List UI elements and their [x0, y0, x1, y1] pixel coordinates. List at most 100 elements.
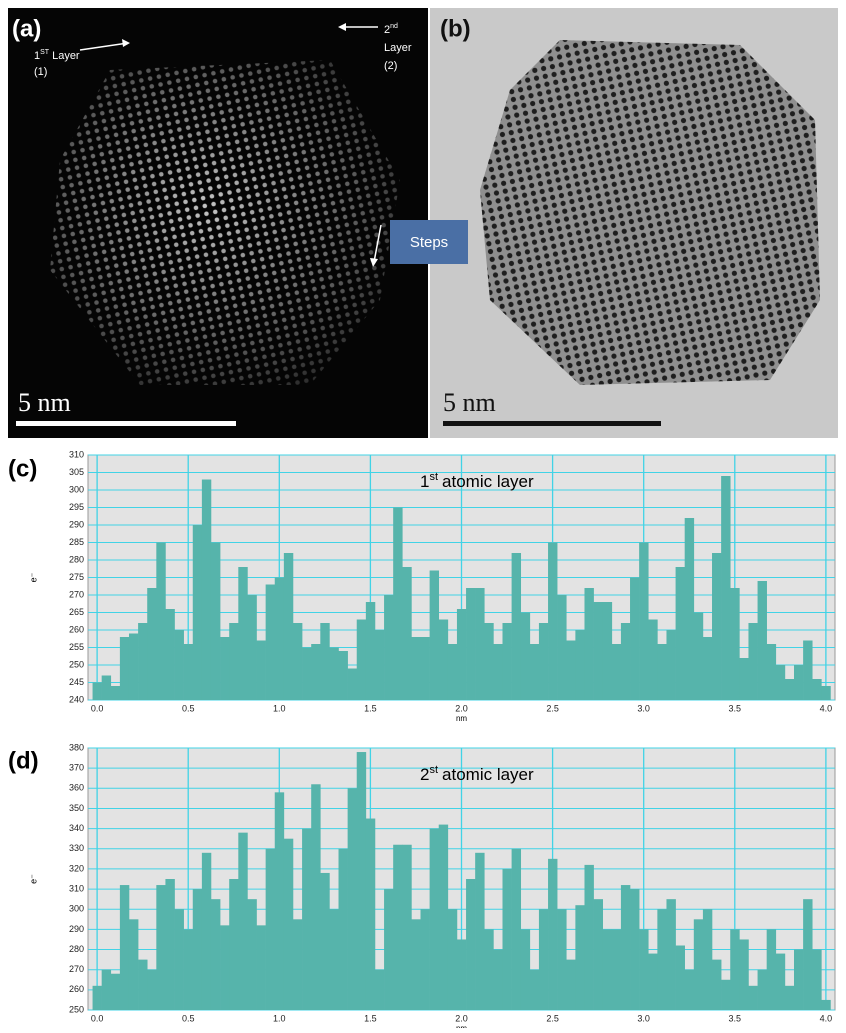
bar [292, 919, 303, 1010]
bar [393, 844, 403, 1010]
x-tick-label: 1.0 [273, 703, 286, 713]
bar [775, 953, 786, 1010]
bar [183, 644, 194, 700]
bar [411, 919, 421, 1010]
panel-label: (d) [8, 747, 39, 774]
bar [557, 909, 567, 1010]
y-tick-label: 310 [69, 449, 84, 459]
bar [384, 889, 394, 1010]
bar [620, 885, 631, 1010]
x-tick-label: 1.0 [273, 1013, 286, 1023]
bar [247, 595, 257, 700]
x-tick-label: 4.0 [820, 1013, 833, 1023]
arrow-head [122, 39, 130, 47]
steps-box [390, 220, 468, 264]
bar [247, 899, 257, 1010]
bar [548, 542, 558, 700]
x-tick-label: 4.0 [820, 703, 833, 713]
bar [356, 752, 367, 1010]
y-tick-label: 280 [69, 944, 84, 954]
title-sup: st [429, 764, 438, 776]
bar [229, 879, 239, 1010]
bar [493, 644, 503, 700]
bar [320, 872, 330, 1010]
bar [784, 679, 795, 700]
bar [128, 633, 139, 700]
bar [220, 925, 230, 1010]
bar [229, 623, 239, 700]
bar [493, 949, 503, 1010]
bar [420, 909, 430, 1010]
bar [466, 588, 476, 700]
bar [784, 985, 795, 1010]
bar [675, 567, 685, 700]
steps-label: Steps [410, 234, 448, 251]
bar [119, 637, 130, 700]
bar [311, 784, 321, 1010]
y-tick-label: 255 [69, 642, 84, 652]
layer2-label: 2nd [384, 23, 398, 36]
bar [803, 640, 813, 700]
bar [538, 623, 549, 700]
y-tick-label: 300 [69, 904, 84, 914]
bar [320, 623, 330, 700]
x-tick-label: 3.0 [637, 703, 650, 713]
layer2-index: (2) [384, 60, 397, 72]
bar [739, 658, 749, 700]
bar [593, 602, 604, 700]
bar [721, 979, 731, 1010]
scale-bar [16, 421, 236, 426]
bar [620, 623, 631, 700]
bar [201, 852, 212, 1010]
x-axis-label: nm [456, 714, 467, 723]
panel-label: (c) [8, 455, 37, 482]
bar [201, 479, 212, 700]
bar [110, 973, 121, 1010]
bar [702, 909, 713, 1010]
bar [484, 929, 494, 1010]
bar [220, 637, 230, 700]
bar [502, 623, 512, 700]
bar [630, 577, 640, 700]
title-sup: st [429, 471, 438, 483]
bar [456, 939, 467, 1010]
bar [775, 665, 786, 700]
y-tick-label: 270 [69, 589, 84, 599]
bar [511, 848, 522, 1010]
bar [356, 619, 367, 700]
scale-bar [443, 421, 661, 426]
bar [748, 623, 758, 700]
bar [238, 567, 248, 700]
bar [393, 507, 403, 700]
bar [438, 824, 449, 1010]
bar [256, 925, 266, 1010]
y-tick-label: 280 [69, 554, 84, 564]
y-tick-label: 350 [69, 803, 84, 813]
x-tick-label: 1.5 [364, 1013, 377, 1023]
x-axis-label: nm [456, 1024, 467, 1028]
bar [274, 577, 285, 700]
x-tick-label: 3.5 [729, 703, 742, 713]
y-tick-label: 370 [69, 763, 84, 773]
scale-label: 5 nm [443, 388, 496, 417]
arrow [373, 224, 382, 263]
y-tick-label: 290 [69, 519, 84, 529]
layer1-label: 1ST Layer [34, 49, 80, 62]
bar [529, 644, 540, 700]
bar [165, 879, 175, 1010]
bar [766, 644, 777, 700]
bar [566, 640, 576, 700]
panel-label: (a) [12, 15, 41, 42]
bar [101, 969, 112, 1010]
bar [675, 945, 685, 1010]
bar [475, 852, 485, 1010]
bar [210, 542, 221, 700]
bar [238, 832, 248, 1010]
bar [283, 553, 294, 700]
bar [110, 686, 121, 700]
layer1-index: (1) [34, 66, 47, 78]
bar [575, 905, 585, 1010]
bar [566, 959, 576, 1010]
bar [156, 542, 166, 700]
